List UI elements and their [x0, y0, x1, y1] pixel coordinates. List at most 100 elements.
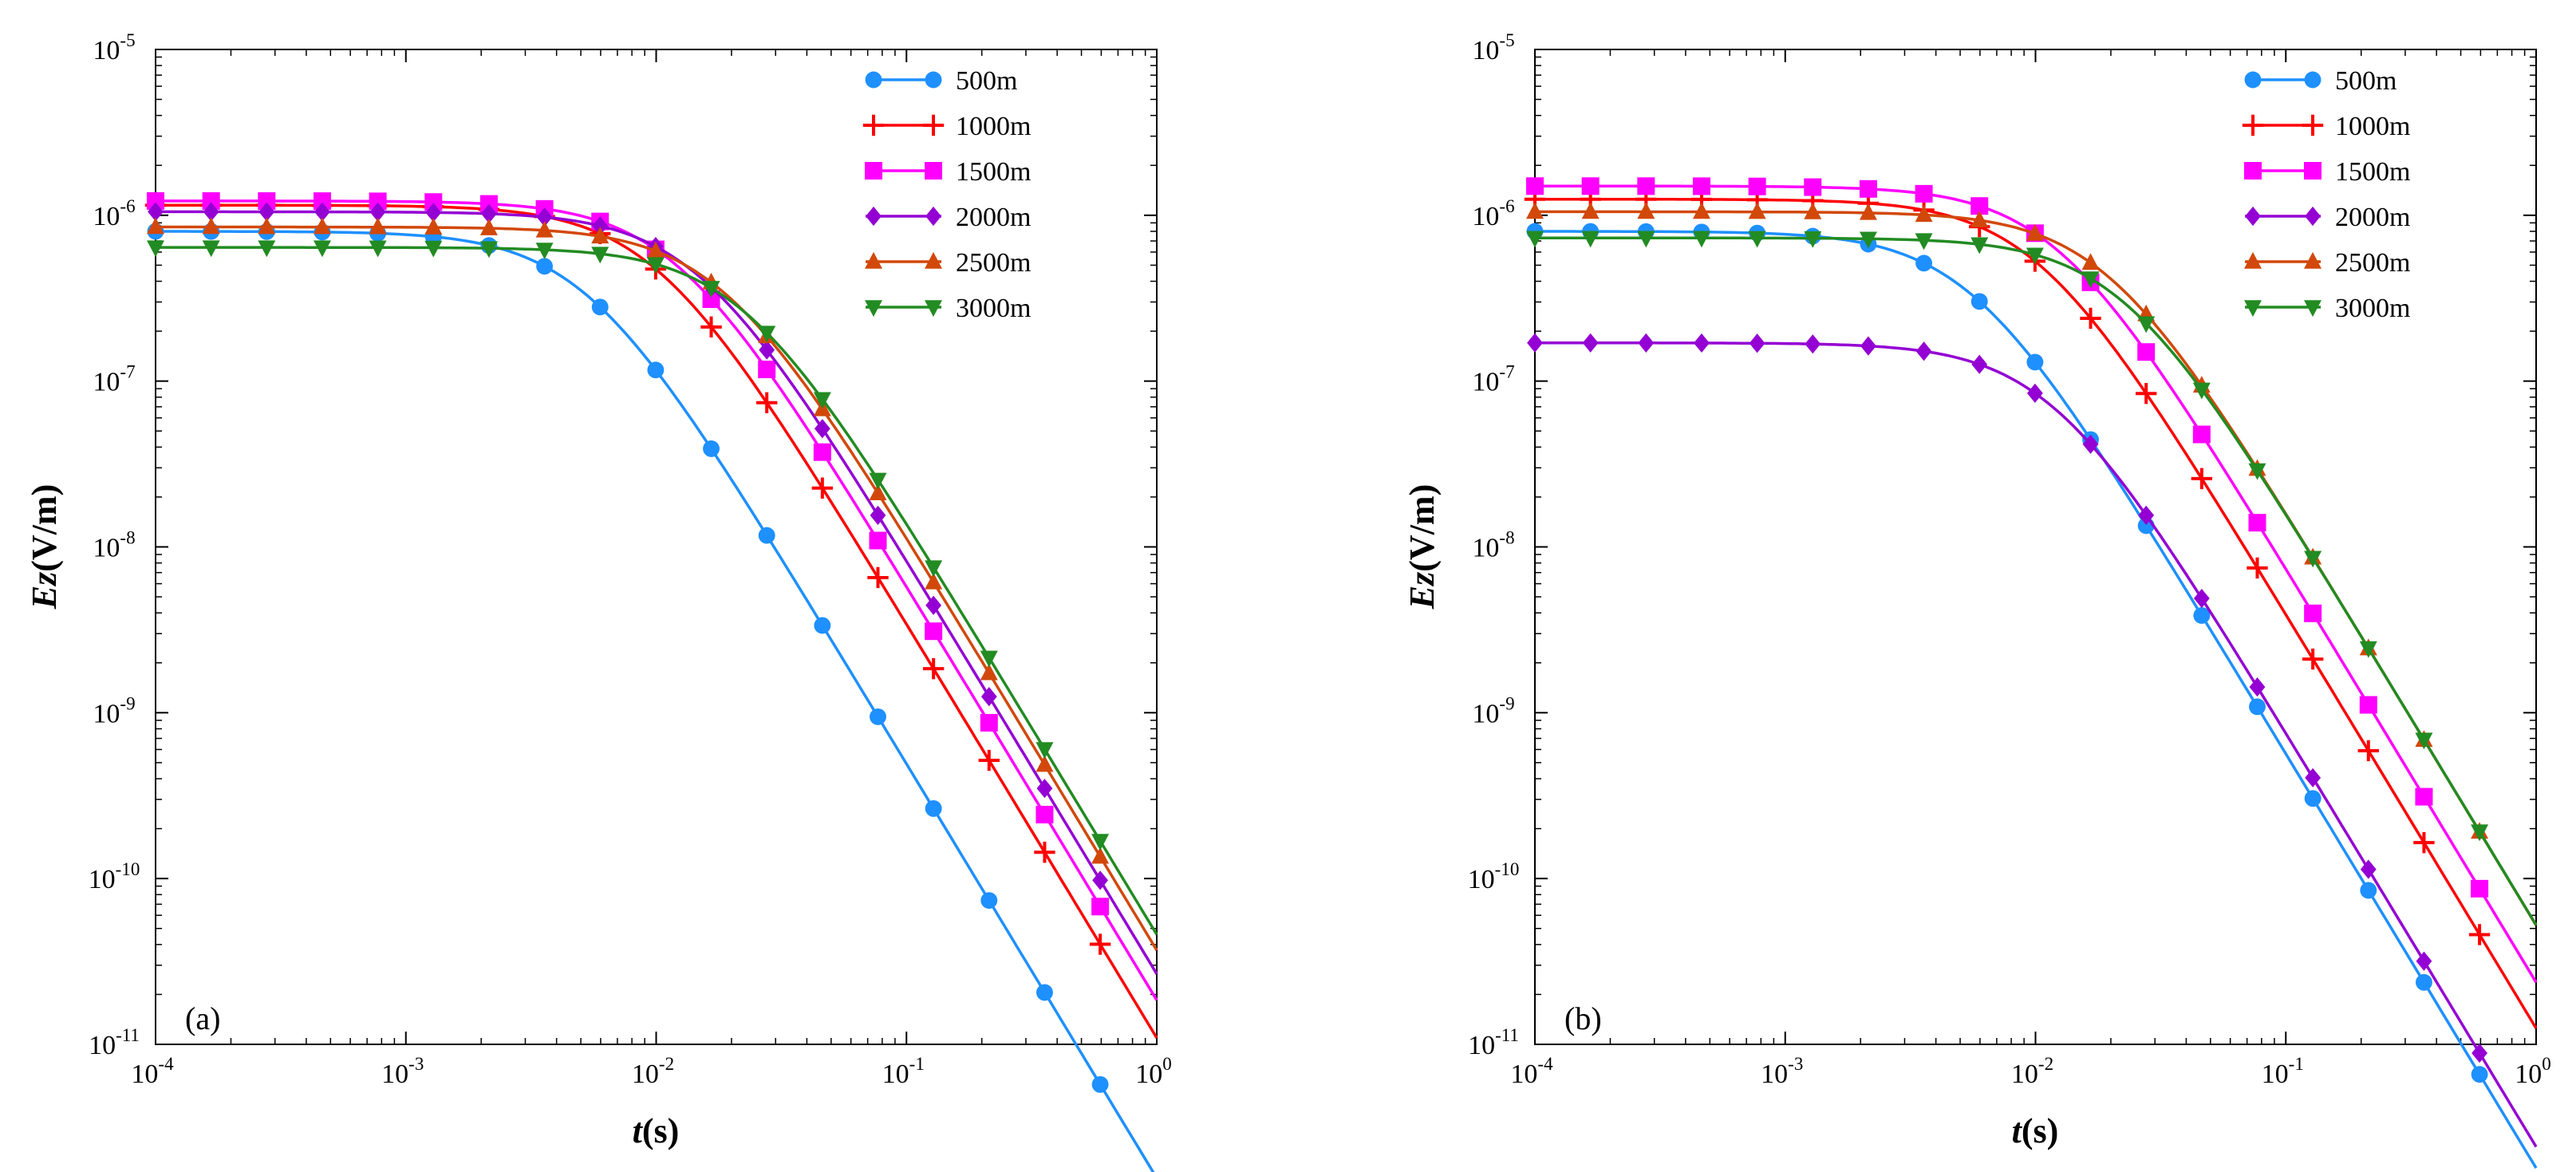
- data-point-1500m: [369, 192, 387, 211]
- data-point-3000m: [980, 650, 998, 668]
- data-point-2000m: [1638, 333, 1655, 353]
- y-tick-label: 10-6: [1472, 196, 1514, 231]
- data-point-3000m: [865, 300, 882, 318]
- legend-label: 1000m: [956, 112, 1031, 141]
- tick-marks: [1534, 49, 2537, 1045]
- data-point-500m: [703, 440, 720, 457]
- data-point-3000m: [2137, 316, 2156, 333]
- data-point-3000m: [702, 281, 720, 298]
- data-point-3000m: [1091, 834, 1110, 851]
- data-point-2500m: [2244, 251, 2262, 269]
- data-point-2500m: [869, 483, 887, 501]
- legend-item-500m: 500m: [2244, 66, 2397, 96]
- data-point-2500m: [1748, 202, 1766, 219]
- data-point-1000m: [2191, 468, 2213, 490]
- legend-item-2500m: 2500m: [2244, 248, 2410, 278]
- legend: 500m 1000m 1500m 2000m 2500m 3000m: [2242, 66, 2410, 323]
- data-point-1000m: [2468, 924, 2491, 945]
- data-point-1000m: [2080, 307, 2101, 330]
- data-point-2000m: [2305, 768, 2322, 787]
- data-point-3000m: [535, 243, 554, 260]
- data-point-500m: [1091, 1075, 1109, 1093]
- data-point-3000m: [1036, 742, 1054, 760]
- series-3000m: [147, 240, 1158, 936]
- data-point-500m: [2026, 353, 2044, 371]
- data-point-3000m: [2244, 300, 2262, 318]
- data-point-2500m: [147, 217, 164, 235]
- data-point-3000m: [424, 240, 443, 258]
- data-point-1000m: [2242, 114, 2264, 136]
- data-point-2000m: [203, 202, 219, 222]
- data-point-2000m: [2245, 206, 2261, 227]
- data-point-2500m: [535, 220, 554, 238]
- data-point-1000m: [922, 114, 945, 136]
- data-point-2500m: [865, 251, 882, 269]
- data-point-1000m: [922, 657, 945, 680]
- data-point-1000m: [2357, 740, 2379, 762]
- data-point-2000m: [1915, 341, 1932, 361]
- data-point-1500m: [2248, 514, 2266, 532]
- legend-label: 1000m: [2335, 112, 2410, 141]
- data-point-1000m: [1034, 842, 1055, 863]
- data-point-1500m: [2359, 696, 2377, 714]
- data-point-3000m: [2304, 300, 2322, 318]
- legend-item-500m: 500m: [865, 66, 1017, 96]
- data-point-2500m: [1637, 202, 1655, 219]
- x-tick-label: 10-3: [381, 1054, 424, 1089]
- y-tick-label: 10-9: [93, 693, 135, 728]
- x-tick-label: 100: [2515, 1054, 2551, 1089]
- legend-item-2500m: 2500m: [865, 248, 1031, 278]
- series-3000m: [1526, 231, 2538, 926]
- y-tick-label: 10-10: [1468, 859, 1520, 894]
- data-point-1500m: [1036, 806, 1054, 824]
- data-point-3000m: [813, 392, 831, 409]
- data-point-3000m: [313, 240, 331, 258]
- data-point-1500m: [2192, 425, 2211, 444]
- y-tick-label: 10-6: [93, 196, 135, 231]
- data-point-1000m: [2413, 831, 2435, 854]
- x-tick-label: 10-4: [1510, 1054, 1553, 1089]
- data-point-2000m: [258, 202, 275, 222]
- data-point-1500m: [1748, 177, 1766, 195]
- data-point-1500m: [813, 443, 831, 461]
- legend: 500m 1000m 1500m 2000m 2500m 3000m: [862, 66, 1031, 323]
- data-point-500m: [758, 527, 775, 544]
- y-tick-labels: 10-11 10-10 10-9 10-8 10-7 10-6 10-5: [1468, 30, 1520, 1060]
- x-axis-title: t(s): [2012, 1111, 2059, 1150]
- data-point-2000m: [2249, 677, 2266, 697]
- data-point-1500m: [1581, 177, 1600, 195]
- data-point-2000m: [1582, 333, 1599, 353]
- y-tick-label: 10-8: [93, 528, 135, 563]
- x-tick-label: 10-3: [1761, 1054, 1803, 1089]
- data-point-2000m: [925, 595, 942, 615]
- y-tick-label: 10-7: [1472, 362, 1514, 397]
- data-point-2000m: [481, 203, 497, 223]
- data-point-1000m: [811, 477, 834, 499]
- data-point-2000m: [2082, 434, 2099, 454]
- data-point-1000m: [2302, 648, 2324, 670]
- y-tick-label: 10-10: [89, 859, 140, 894]
- data-point-1500m: [1637, 177, 1655, 195]
- data-point-3000m: [758, 326, 776, 343]
- data-point-2000m: [1036, 779, 1053, 799]
- data-point-2500m: [1970, 210, 1989, 227]
- legend-label: 3000m: [956, 294, 1031, 323]
- data-point-3000m: [925, 300, 942, 318]
- data-point-500m: [2415, 973, 2432, 991]
- data-point-3000m: [2415, 732, 2433, 750]
- data-point-500m: [591, 298, 609, 316]
- series-group: [144, 191, 1158, 1172]
- data-point-2000m: [1805, 334, 1821, 354]
- legend-label: 2500m: [2335, 248, 2410, 278]
- data-point-1500m: [1970, 197, 1989, 215]
- data-point-1500m: [2137, 343, 2156, 361]
- x-axis-title: t(s): [633, 1111, 680, 1150]
- data-point-500m: [925, 799, 942, 817]
- data-point-1000m: [862, 114, 885, 136]
- data-point-2000m: [759, 340, 775, 360]
- data-point-1500m: [147, 191, 164, 210]
- data-point-500m: [2304, 790, 2322, 807]
- data-point-2000m: [925, 206, 941, 227]
- data-point-2500m: [646, 241, 665, 258]
